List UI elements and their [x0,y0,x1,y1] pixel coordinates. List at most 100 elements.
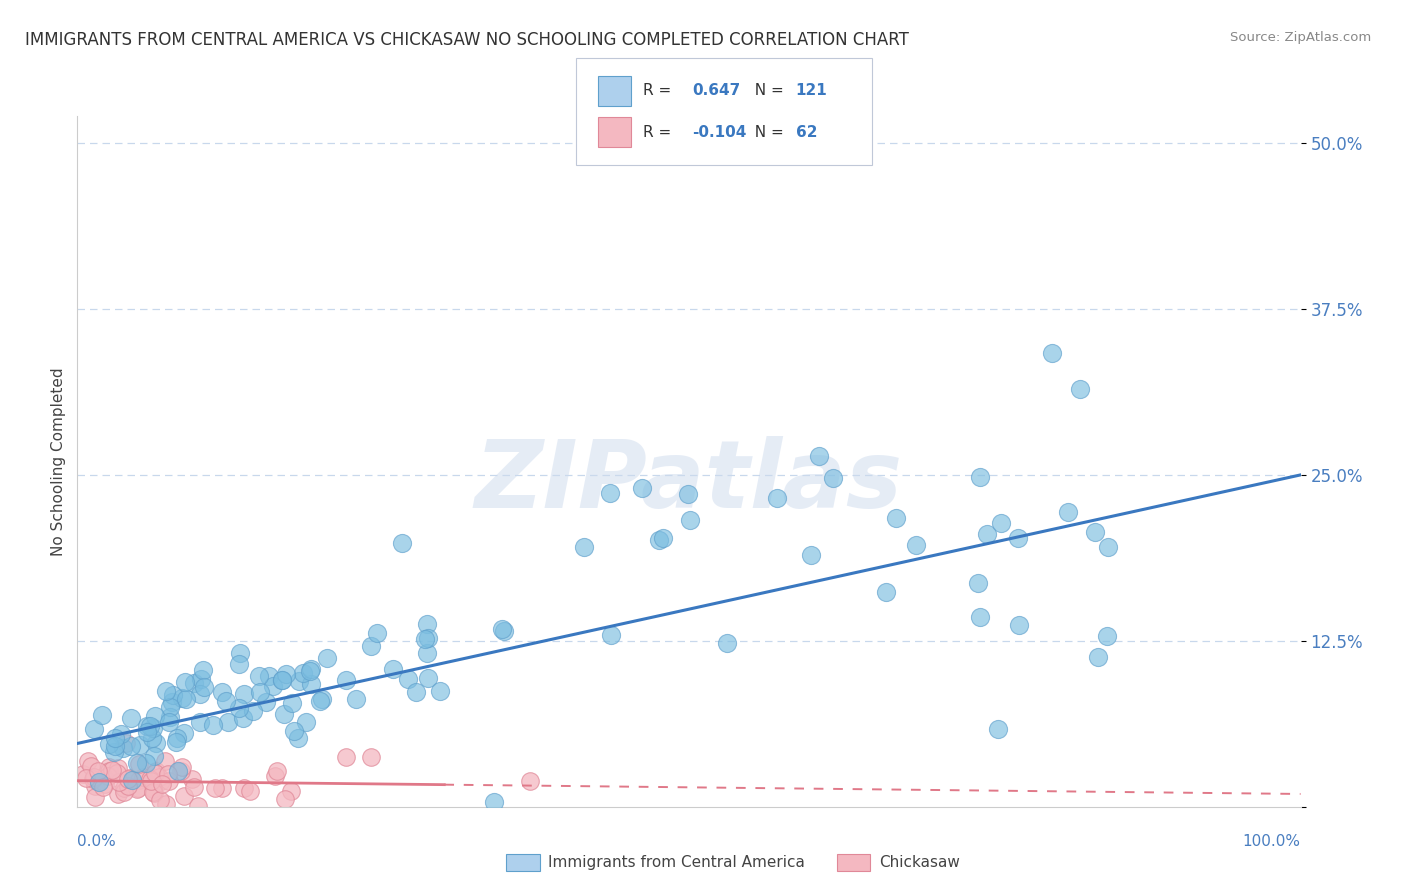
Point [1040,345,1063,359]
Point [97,769,120,783]
Point [519,773,541,788]
Point [572,541,595,555]
Point [381,662,404,676]
Point [1007,531,1029,545]
Point [120,739,142,754]
Point [987,722,1010,736]
Point [391,536,413,550]
Text: R =: R = [643,84,681,98]
Point [170,764,193,779]
Point [139,719,162,733]
Point [274,791,297,805]
Point [311,692,333,706]
Point [599,627,621,641]
Point [87,764,110,778]
Point [360,640,382,654]
Point [679,513,702,527]
Point [969,609,991,624]
Point [173,675,195,690]
Point [187,798,209,813]
Text: Chickasaw: Chickasaw [879,855,960,870]
Point [800,548,823,562]
Point [884,510,907,524]
Point [162,688,184,702]
Point [87,774,110,789]
Point [91,707,114,722]
Point [211,685,233,699]
Point [104,731,127,745]
Point [191,663,214,677]
Point [127,780,149,795]
Point [335,673,357,687]
Point [160,695,183,709]
Point [125,782,148,797]
Text: ZIPatlas: ZIPatlas [475,436,903,528]
Point [202,718,225,732]
Point [136,719,159,733]
Point [316,651,339,665]
Point [118,771,141,785]
Point [183,780,205,795]
Text: 0.647: 0.647 [692,84,740,98]
Point [155,684,177,698]
Point [270,673,292,687]
Point [75,772,97,786]
Point [254,695,277,709]
Point [228,657,250,672]
Point [413,632,436,646]
Point [271,673,294,687]
Point [170,760,193,774]
Point [232,711,254,725]
Text: -0.104: -0.104 [692,125,747,139]
Point [135,756,157,771]
Point [103,745,125,759]
Point [482,795,505,809]
Point [136,724,159,739]
Point [159,700,181,714]
Point [494,624,516,639]
Point [283,723,305,738]
Point [174,692,197,706]
Point [217,715,239,730]
Point [416,646,439,660]
Point [141,731,163,745]
Point [105,766,128,780]
Point [128,772,150,787]
Point [149,793,172,807]
Point [148,770,170,784]
Point [190,672,212,686]
Point [145,765,167,780]
Point [145,764,167,778]
Point [77,754,100,768]
Point [112,785,135,799]
Point [101,764,124,778]
Point [183,676,205,690]
Point [141,773,163,788]
Point [299,663,322,677]
Point [143,748,166,763]
Point [292,665,315,680]
Point [188,687,211,701]
Point [294,714,316,729]
Point [416,671,439,685]
Point [193,680,215,694]
Point [115,736,138,750]
Text: 100.0%: 100.0% [1243,834,1301,848]
Point [165,735,187,749]
Point [149,774,172,789]
Point [281,697,304,711]
Point [308,693,330,707]
Point [117,772,139,786]
Point [360,749,382,764]
Point [145,736,167,750]
Point [491,622,513,636]
Point [648,533,671,547]
Point [344,691,367,706]
Point [232,687,254,701]
Point [233,780,256,795]
Point [190,715,212,730]
Point [211,780,233,795]
Point [1069,382,1091,396]
Point [215,694,238,708]
Point [83,790,105,805]
